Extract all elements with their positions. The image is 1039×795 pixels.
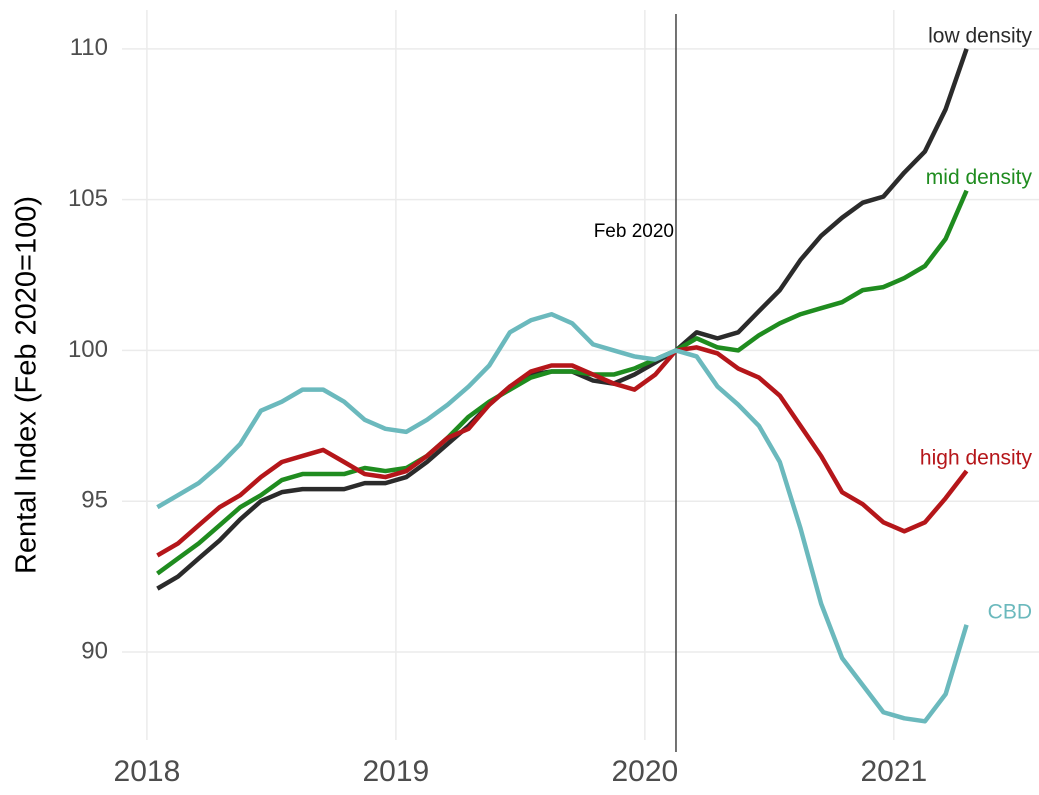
x-tick-label: 2021 bbox=[860, 755, 927, 788]
series-label: mid density bbox=[926, 166, 1033, 189]
x-tick-label: 2020 bbox=[611, 755, 678, 788]
series-line bbox=[156, 189, 969, 576]
y-tick-label: 90 bbox=[81, 637, 108, 664]
series-line bbox=[156, 345, 969, 558]
series-label: low density bbox=[928, 24, 1032, 47]
x-tick-label: 2018 bbox=[114, 755, 181, 788]
reference-label: Feb 2020 bbox=[594, 221, 674, 242]
series-line bbox=[156, 311, 969, 724]
y-axis-label: Rental Index (Feb 2020=100) bbox=[11, 196, 43, 574]
series-label: CBD bbox=[988, 600, 1032, 623]
y-tick-label: 110 bbox=[70, 34, 108, 61]
y-tick-label: 100 bbox=[68, 336, 108, 363]
series-label: high density bbox=[920, 447, 1033, 470]
y-tick-label: 105 bbox=[68, 185, 108, 212]
y-tick-label: 95 bbox=[81, 487, 108, 514]
x-tick-label: 2019 bbox=[363, 755, 430, 788]
